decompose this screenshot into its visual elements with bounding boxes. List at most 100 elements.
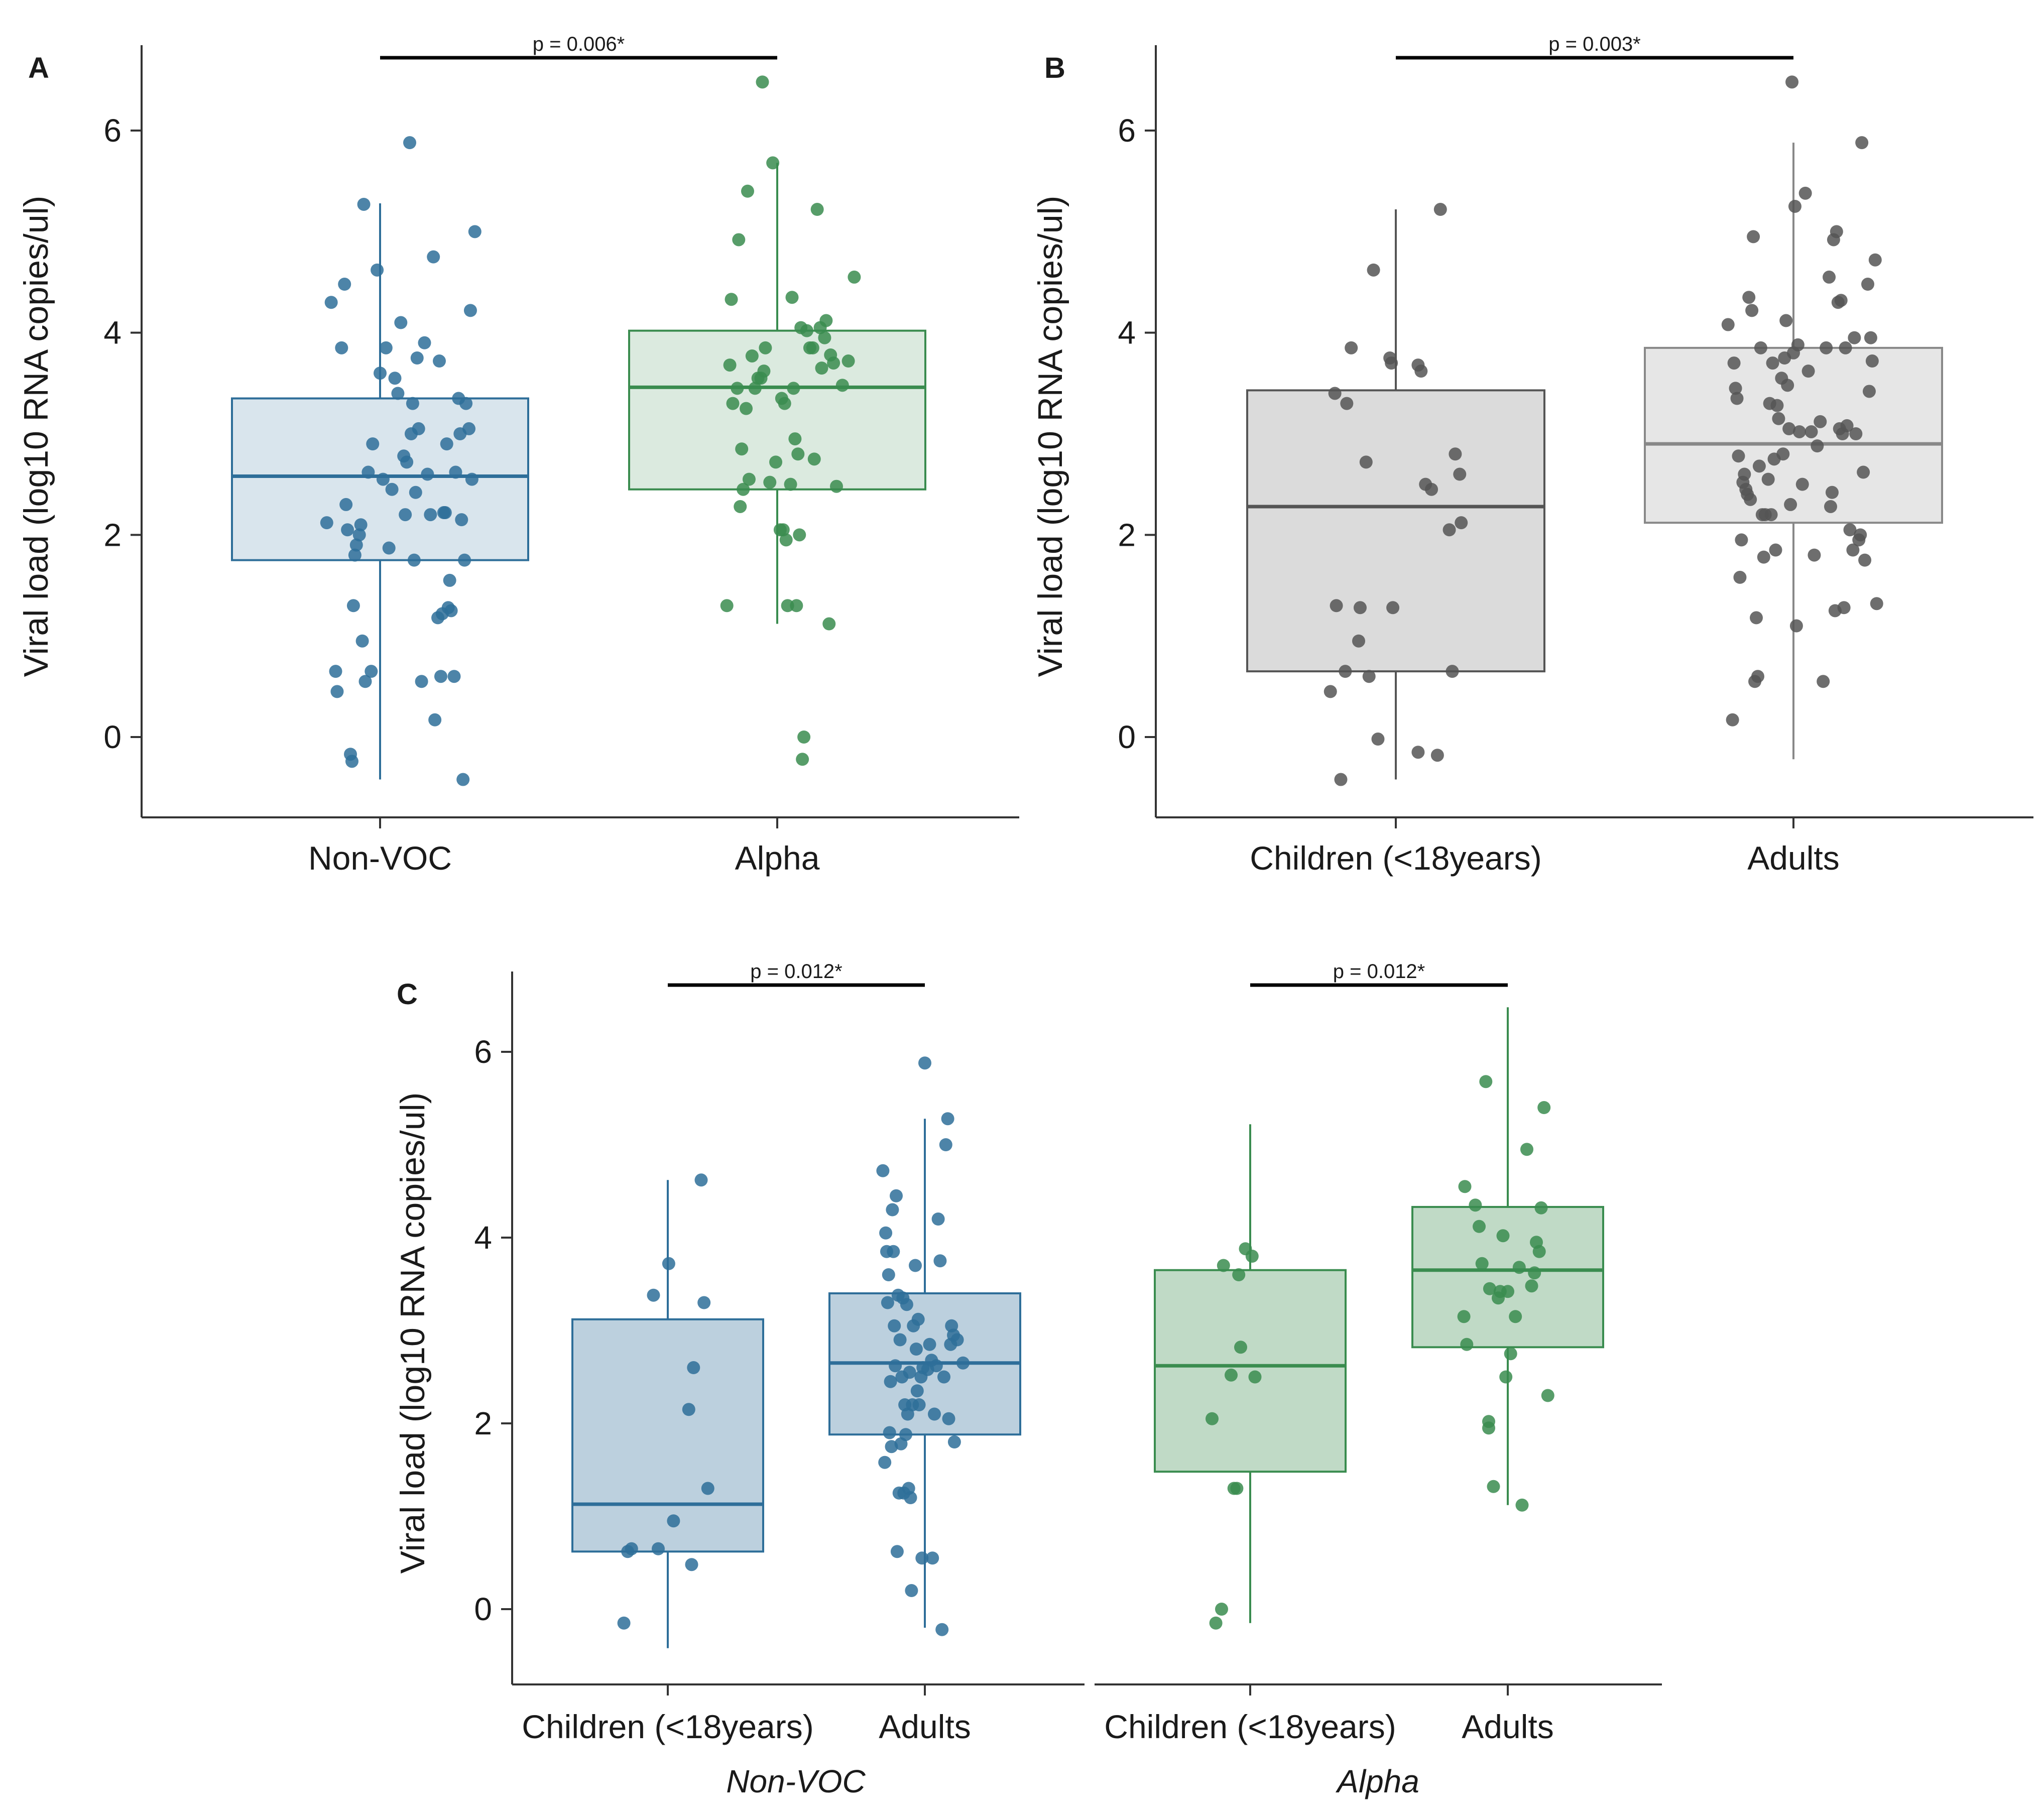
data-point — [1340, 397, 1354, 410]
data-point — [905, 1584, 918, 1597]
y-tick-label: 4 — [103, 315, 122, 351]
p-value-label: p = 0.012* — [1333, 960, 1425, 983]
data-point — [1482, 1415, 1495, 1428]
data-point — [1232, 1268, 1246, 1281]
data-point — [1449, 447, 1462, 461]
data-point — [1761, 472, 1775, 486]
data-point — [407, 553, 421, 567]
data-point — [346, 599, 360, 613]
data-point — [1455, 516, 1468, 530]
data-point — [937, 1370, 950, 1384]
data-point — [355, 634, 369, 648]
data-point — [778, 397, 791, 410]
data-point — [787, 382, 800, 395]
data-point — [785, 291, 799, 304]
data-point — [1824, 500, 1837, 513]
data-point — [427, 250, 440, 264]
data-point — [1386, 601, 1400, 615]
data-point — [625, 1542, 638, 1555]
data-point — [1840, 419, 1854, 432]
data-point — [1225, 1368, 1238, 1382]
data-point — [1808, 548, 1821, 562]
data-point — [667, 1514, 680, 1528]
data-point — [1487, 1480, 1500, 1493]
y-tick-label: 2 — [474, 1405, 492, 1441]
data-point — [443, 573, 456, 587]
data-point — [456, 773, 470, 786]
data-point — [400, 455, 414, 469]
data-point — [409, 486, 422, 499]
p-value-label: p = 0.012* — [750, 960, 843, 983]
data-point — [1757, 550, 1770, 564]
data-point — [465, 472, 478, 486]
data-point — [382, 541, 396, 555]
data-point — [1324, 685, 1337, 698]
data-point — [1442, 523, 1456, 537]
panel-a: A 0 2 4 6 Viral load (log10 RNA copies/ul) Non… — [17, 33, 1019, 877]
data-point — [759, 341, 772, 354]
data-point — [1817, 675, 1830, 688]
data-point — [682, 1403, 695, 1416]
data-point — [357, 197, 371, 211]
data-point — [462, 422, 475, 435]
data-point — [1411, 746, 1425, 759]
y-tick-label: 0 — [474, 1591, 492, 1627]
data-point — [1825, 486, 1839, 499]
data-point — [1823, 270, 1836, 284]
data-point — [1359, 455, 1373, 469]
data-point — [349, 538, 363, 552]
data-point — [1248, 1370, 1262, 1384]
panel-c: C 0 2 4 6 Viral load (log10 RNA copies/ul) Chi… — [394, 960, 1662, 1799]
data-point — [415, 675, 428, 688]
data-point — [1764, 508, 1778, 522]
data-point — [1353, 601, 1367, 615]
data-point — [929, 1359, 943, 1373]
data-point — [947, 1435, 961, 1448]
data-point — [1541, 1389, 1554, 1402]
data-point — [889, 1359, 902, 1373]
data-point — [1362, 670, 1376, 683]
data-point — [444, 604, 458, 618]
data-point — [1770, 399, 1784, 412]
x-category-label: Children (<18years) — [522, 1708, 813, 1745]
data-point — [338, 278, 351, 291]
data-point — [1752, 459, 1766, 473]
data-point — [1446, 665, 1459, 678]
panel-label: B — [1044, 52, 1065, 84]
data-point — [884, 1375, 897, 1388]
data-point — [1862, 385, 1876, 398]
data-point — [1750, 611, 1763, 625]
data-point — [1801, 365, 1815, 378]
data-point — [449, 465, 462, 479]
data-point — [893, 1333, 907, 1347]
data-point — [1217, 1259, 1230, 1272]
data-point — [810, 203, 824, 216]
data-point — [694, 1173, 708, 1187]
data-point — [737, 482, 750, 496]
data-point — [830, 479, 843, 493]
data-point — [1834, 294, 1848, 307]
data-point — [1854, 528, 1867, 542]
data-point — [374, 367, 387, 380]
data-point — [1795, 477, 1809, 491]
x-category-label: Children (<18years) — [1104, 1708, 1396, 1745]
data-point — [742, 472, 756, 486]
data-point — [1501, 1285, 1514, 1298]
data-point — [819, 314, 833, 327]
data-point — [1846, 543, 1860, 557]
data-point — [329, 665, 342, 678]
y-tick-label: 4 — [1118, 315, 1136, 351]
data-point — [1352, 634, 1365, 648]
data-point — [1792, 425, 1806, 438]
data-point — [459, 397, 473, 410]
data-point — [841, 354, 855, 368]
data-point — [617, 1616, 631, 1630]
data-point — [1751, 670, 1764, 683]
data-point — [818, 331, 831, 344]
x-category-label: Alpha — [735, 839, 820, 877]
data-point — [883, 1426, 896, 1439]
data-point — [463, 304, 477, 317]
data-point — [878, 1456, 892, 1469]
data-point — [1848, 331, 1861, 344]
data-point — [910, 1384, 924, 1398]
